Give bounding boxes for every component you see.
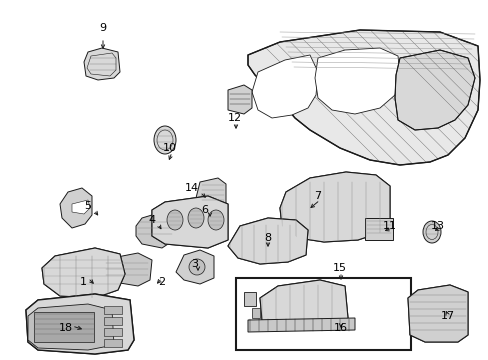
Polygon shape: [227, 85, 251, 114]
Text: 11: 11: [382, 221, 396, 231]
Ellipse shape: [189, 259, 204, 275]
Polygon shape: [280, 172, 389, 242]
Polygon shape: [152, 196, 227, 248]
Bar: [244, 292, 256, 306]
Polygon shape: [84, 48, 120, 80]
Bar: [251, 308, 260, 318]
Bar: [104, 306, 122, 314]
Polygon shape: [227, 218, 307, 264]
Text: 15: 15: [332, 263, 346, 273]
Polygon shape: [42, 248, 125, 298]
Polygon shape: [407, 285, 467, 342]
Text: 18: 18: [59, 323, 73, 333]
Text: 9: 9: [99, 23, 106, 33]
Bar: [104, 317, 122, 325]
Text: 5: 5: [84, 201, 91, 211]
Ellipse shape: [187, 208, 203, 228]
Polygon shape: [104, 253, 152, 286]
Polygon shape: [72, 200, 90, 214]
Text: 4: 4: [148, 215, 155, 225]
Text: 16: 16: [333, 323, 347, 333]
Polygon shape: [260, 280, 347, 330]
Bar: [104, 328, 122, 336]
Text: 2: 2: [158, 277, 165, 287]
Polygon shape: [176, 250, 214, 284]
Text: 13: 13: [430, 221, 444, 231]
Bar: [364, 218, 392, 240]
Polygon shape: [394, 50, 474, 130]
Polygon shape: [26, 294, 134, 354]
Polygon shape: [28, 304, 114, 350]
Polygon shape: [280, 172, 389, 242]
Polygon shape: [260, 280, 347, 330]
Ellipse shape: [207, 210, 224, 230]
Polygon shape: [227, 218, 307, 264]
Ellipse shape: [167, 210, 183, 230]
Polygon shape: [407, 285, 467, 342]
Polygon shape: [314, 48, 399, 114]
Bar: [104, 339, 122, 347]
Polygon shape: [60, 188, 92, 228]
Polygon shape: [26, 294, 134, 354]
Text: 6: 6: [201, 205, 208, 215]
Bar: [34, 312, 94, 342]
Text: 7: 7: [314, 191, 321, 201]
Polygon shape: [152, 196, 227, 248]
Polygon shape: [247, 318, 354, 332]
Text: 1: 1: [80, 277, 86, 287]
Polygon shape: [247, 30, 479, 165]
Ellipse shape: [422, 221, 440, 243]
Text: 17: 17: [440, 311, 454, 321]
Text: 8: 8: [264, 233, 271, 243]
Text: 3: 3: [191, 259, 198, 269]
Polygon shape: [196, 178, 225, 210]
Polygon shape: [251, 55, 317, 118]
Polygon shape: [136, 212, 174, 248]
Bar: [236, 278, 410, 350]
Text: 14: 14: [184, 183, 199, 193]
Ellipse shape: [154, 126, 176, 154]
Text: 12: 12: [227, 113, 242, 123]
Text: 10: 10: [163, 143, 177, 153]
Polygon shape: [42, 248, 125, 298]
